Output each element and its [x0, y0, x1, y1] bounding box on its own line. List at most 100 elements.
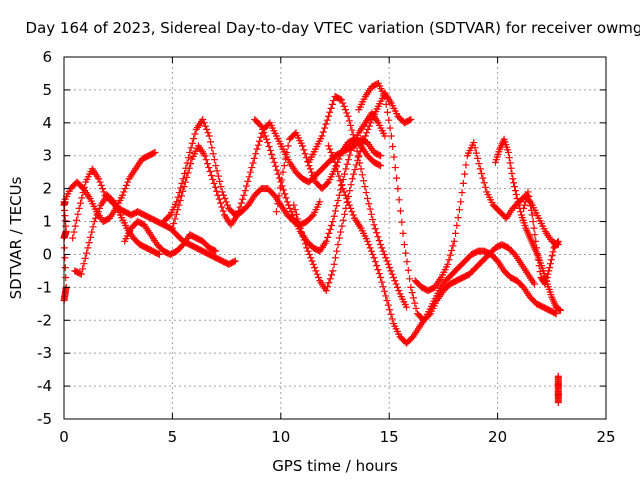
data-point — [318, 132, 326, 140]
data-point — [270, 158, 278, 166]
data-point — [300, 236, 308, 244]
x-tick-label: 5 — [168, 428, 178, 446]
data-point — [549, 248, 557, 256]
data-point — [183, 159, 191, 167]
data-point — [341, 170, 349, 178]
data-point — [339, 99, 347, 107]
data-point — [353, 147, 361, 155]
data-point — [367, 210, 375, 218]
data-point — [266, 146, 274, 154]
data-point — [322, 287, 330, 295]
data-point — [533, 244, 541, 252]
data-point — [340, 102, 348, 110]
data-point — [358, 171, 366, 179]
data-point — [388, 270, 396, 278]
data-point — [73, 216, 81, 224]
data-point — [321, 124, 329, 132]
data-point — [256, 137, 264, 145]
data-point — [210, 247, 218, 255]
y-tick-label: 3 — [42, 147, 52, 165]
data-point — [341, 191, 349, 199]
data-point — [223, 201, 231, 209]
data-point — [184, 169, 192, 177]
plot-frame — [63, 56, 607, 420]
data-point — [245, 173, 253, 181]
data-point — [370, 254, 378, 262]
data-point — [511, 187, 519, 195]
data-point — [79, 189, 87, 197]
data-point — [312, 267, 320, 275]
data-point — [269, 154, 277, 162]
data-point — [230, 258, 238, 266]
data-point — [506, 159, 514, 167]
data-point — [246, 168, 254, 176]
data-point — [390, 153, 398, 161]
data-point — [150, 149, 158, 157]
data-point — [377, 152, 385, 160]
series-arc-17 — [554, 372, 562, 407]
data-point — [185, 164, 193, 172]
data-point — [407, 283, 415, 291]
data-point — [272, 162, 280, 170]
data-point — [343, 195, 351, 203]
data-point — [257, 133, 265, 141]
data-point — [476, 165, 484, 173]
data-point — [375, 151, 383, 159]
data-point — [527, 206, 535, 214]
y-tick-label: 2 — [42, 180, 52, 198]
data-point — [457, 198, 465, 206]
data-point — [326, 108, 334, 116]
data-point — [361, 132, 369, 140]
data-point — [394, 185, 402, 193]
data-point — [218, 188, 226, 196]
data-point — [366, 205, 374, 213]
y-tick-labels: -5 -4 -3 -2 -1 0 1 2 3 4 5 6 — [37, 48, 52, 428]
data-point — [396, 207, 404, 215]
data-point — [181, 169, 189, 177]
data-point — [507, 164, 515, 172]
data-point — [244, 177, 252, 185]
data-point — [172, 210, 180, 218]
data-point — [324, 112, 332, 120]
data-point — [347, 121, 355, 129]
data-point — [395, 287, 403, 295]
data-point — [74, 210, 82, 218]
data-point — [530, 280, 538, 288]
data-point — [306, 165, 314, 173]
data-point — [521, 198, 529, 206]
data-point — [298, 142, 306, 150]
data-point — [365, 200, 373, 208]
data-point — [338, 222, 346, 230]
data-point — [283, 148, 291, 156]
data-point — [85, 239, 93, 247]
data-point — [406, 116, 414, 124]
data-point — [452, 229, 460, 237]
data-point — [349, 211, 357, 219]
data-point — [184, 154, 192, 162]
data-point — [529, 218, 537, 226]
data-point — [513, 195, 521, 203]
data-point — [333, 202, 341, 210]
data-point — [282, 194, 290, 202]
data-point — [338, 181, 346, 189]
data-point — [300, 146, 308, 154]
data-point — [383, 257, 391, 265]
data-point — [474, 154, 482, 162]
data-point — [454, 214, 462, 222]
data-point — [524, 188, 532, 196]
data-point — [303, 244, 311, 252]
data-point — [325, 229, 333, 237]
data-point — [531, 231, 539, 239]
data-point — [208, 144, 216, 152]
x-tick-label: 10 — [271, 428, 290, 446]
data-point — [340, 188, 348, 196]
data-point — [337, 228, 345, 236]
data-point — [75, 204, 83, 212]
data-point — [204, 129, 212, 137]
data-point — [78, 194, 86, 202]
data-point — [393, 283, 401, 291]
data-point — [444, 260, 452, 268]
y-tick-label: 5 — [42, 81, 52, 99]
data-point — [286, 204, 294, 212]
data-point — [377, 162, 385, 170]
